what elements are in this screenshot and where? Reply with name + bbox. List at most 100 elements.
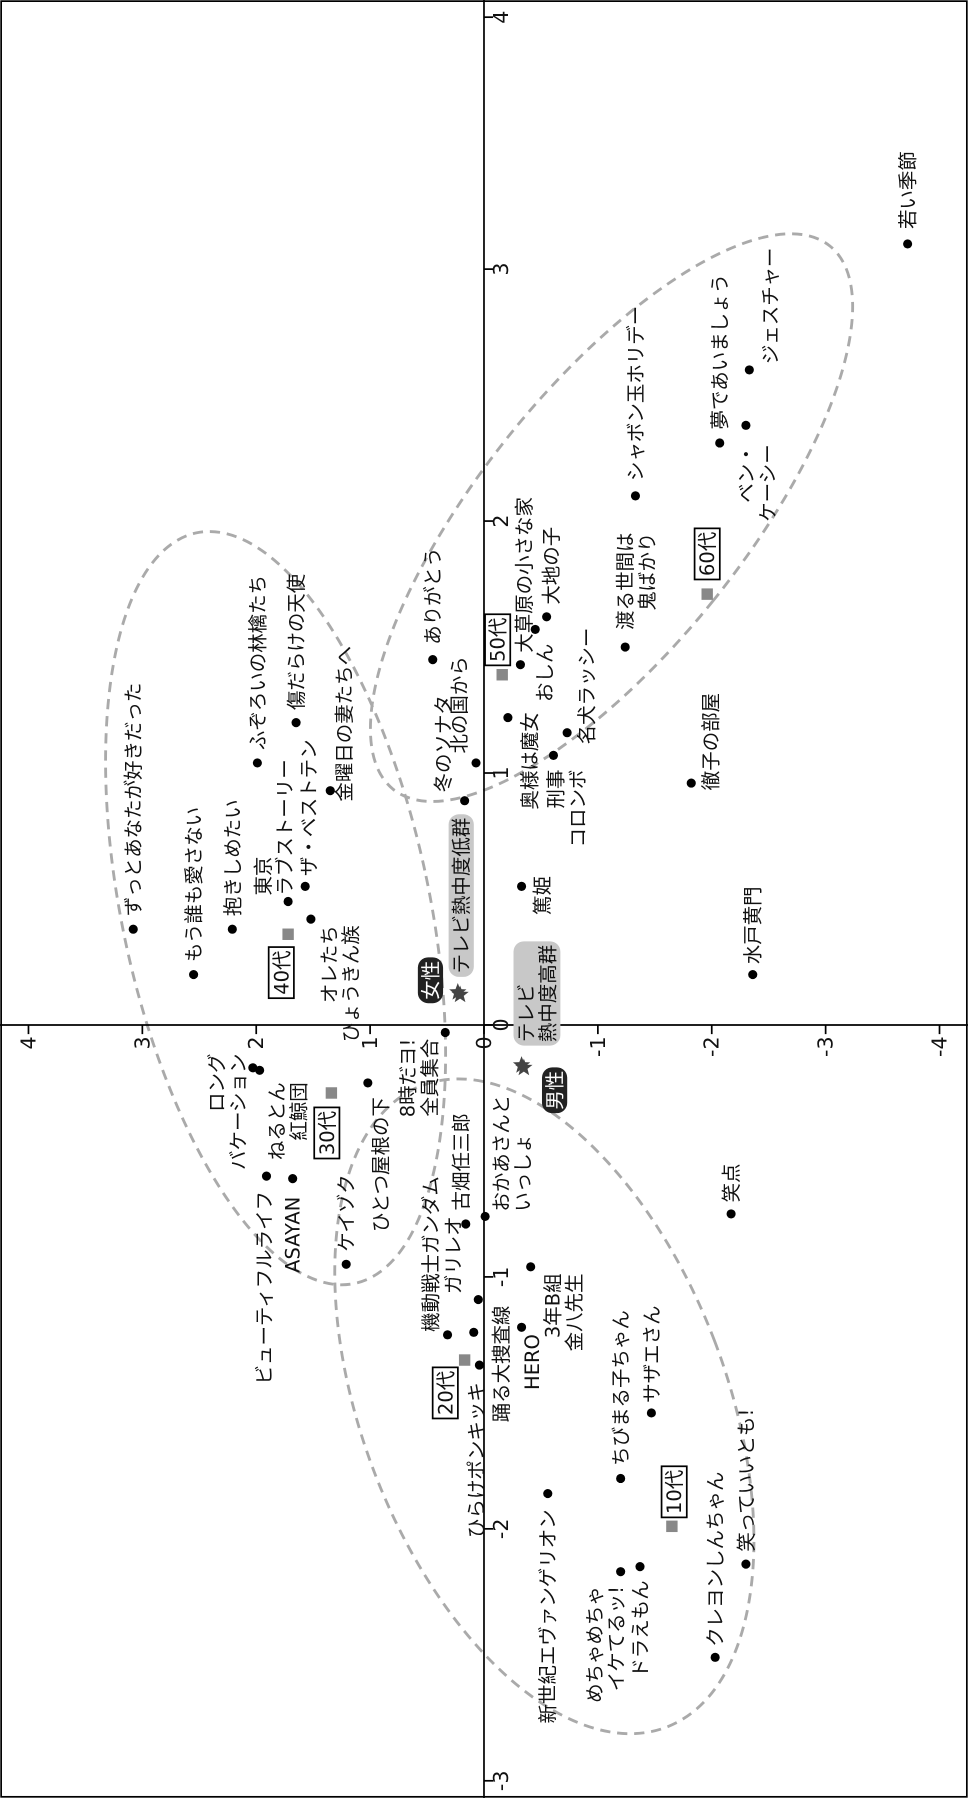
point: [503, 713, 513, 723]
label-line: バケーション: [227, 1054, 250, 1170]
x-tick-label: -1: [489, 1267, 513, 1288]
point-label: もう誰も愛さない: [182, 807, 205, 962]
label-box: [513, 941, 561, 1046]
point: [517, 881, 527, 891]
label-box: [660, 1465, 688, 1519]
y-tick-label: 4: [17, 1036, 41, 1049]
point: [255, 1065, 265, 1075]
label-line: サザエさん: [640, 1306, 663, 1403]
point: [227, 924, 237, 934]
label-line: めちゃめちゃ: [583, 1586, 606, 1703]
label-line: ちびまる子ちゃん: [609, 1310, 632, 1466]
label-line: 50代: [486, 618, 509, 662]
y-tick-label: 3: [130, 1036, 154, 1049]
label-line: -3: [814, 1036, 838, 1057]
point-label: オレたちひょうきん族: [318, 925, 363, 1042]
point-label: 男性: [543, 1071, 566, 1110]
point-label: 金曜日の妻たちへ: [332, 646, 355, 802]
label-line: 傷だらけの天使: [285, 574, 308, 710]
cluster-ellipse: [104, 530, 448, 1287]
label-line: ガリレオ: [442, 1216, 465, 1294]
label-line: 10代: [663, 1470, 686, 1514]
point-label: 大草原の小さな家: [512, 497, 535, 653]
point: [325, 786, 335, 796]
point-label: 笑っていいとも!: [734, 1409, 757, 1552]
point-label: ベン・ケーシー: [734, 444, 779, 521]
label-line: ケイゾク: [335, 1174, 358, 1251]
label-line: 男性: [543, 1071, 566, 1110]
label-box: [431, 1366, 459, 1420]
label-line: 20代: [434, 1371, 457, 1415]
point: [630, 491, 641, 501]
x-tick-label: 4: [489, 11, 513, 24]
label-line: ベン・: [734, 444, 757, 502]
x-tick-label: 2: [489, 515, 513, 528]
point: [471, 758, 481, 768]
label-line: ひょうきん族: [339, 925, 362, 1042]
point: [517, 1322, 527, 1332]
point-label: 8時だヨ!全員集合: [396, 1039, 441, 1118]
point: [710, 1652, 720, 1662]
label-line: いっしょ: [511, 1134, 534, 1212]
point: [548, 750, 559, 760]
label-line: -2: [489, 1519, 513, 1540]
label-line: ひらけポンキッキ: [465, 1382, 488, 1538]
label-line: 笑点: [720, 1164, 743, 1203]
label-line: コロンボ: [566, 770, 589, 848]
cluster-ellipse: [368, 232, 855, 803]
point: [542, 612, 552, 622]
label-line: 40代: [270, 951, 293, 995]
label-line: 女性: [419, 961, 442, 1000]
label-line: オレたち: [318, 925, 341, 1003]
point: [620, 642, 630, 652]
label-line: 水戸黄門: [741, 886, 764, 964]
label-box: [267, 946, 295, 1000]
point-label: おしん: [533, 644, 556, 702]
point: [306, 914, 316, 924]
y-tick-label: 0: [472, 1036, 496, 1049]
point-label: 踊る大捜査線: [490, 1306, 513, 1423]
label-box: [448, 814, 474, 977]
label-box: [541, 1067, 568, 1114]
label-box: [693, 527, 721, 581]
point-label: ずっとあなたが好きだった: [122, 683, 145, 917]
point-label: 傷だらけの天使: [285, 574, 308, 710]
point-label: 笑点: [720, 1164, 743, 1203]
label-line: もう誰も愛さない: [182, 807, 205, 962]
point-label: 10代: [663, 1470, 686, 1514]
point-label: ねるとん紅鯨団: [265, 1082, 310, 1160]
point-label: ビューティフルライフ: [253, 1191, 276, 1384]
point: [451, 985, 469, 1003]
point: [325, 1087, 338, 1099]
y-tick-label: 1: [358, 1036, 382, 1049]
label-box: [313, 1106, 341, 1160]
point: [480, 1211, 490, 1222]
label-line: 熱中度高群: [536, 945, 559, 1042]
label-line: 0: [489, 1018, 513, 1031]
label-line: ケーシー: [756, 444, 779, 521]
label-line: 古畑任三郎: [450, 1113, 473, 1210]
label-line: 紅鯨団: [287, 1082, 310, 1140]
point: [701, 588, 713, 600]
y-tick-label: -4: [928, 1036, 952, 1057]
x-tick-label: 1: [489, 766, 513, 779]
point: [283, 896, 293, 907]
label-line: ずっとあなたが好きだった: [122, 683, 145, 917]
label-line: おしん: [533, 644, 556, 702]
label-line: 徹子の部屋: [699, 693, 722, 790]
point: [474, 1360, 484, 1370]
label-line: HERO: [520, 1334, 543, 1390]
point: [128, 924, 138, 934]
point: [635, 1562, 645, 1572]
point: [726, 1209, 736, 1219]
cluster-ellipse: [333, 1077, 756, 1736]
point-label: 新世紀エヴァンゲリオン: [536, 1509, 559, 1723]
label-line: テレビ熱中度低群: [450, 818, 473, 974]
label-line: -4: [928, 1036, 952, 1057]
point-label: 刑事コロンボ: [544, 770, 589, 848]
point: [291, 718, 301, 728]
label-line: 60代: [696, 532, 719, 576]
label-line: ありがとう: [421, 547, 444, 644]
label-line: 2: [489, 515, 513, 528]
label-line: 1: [358, 1036, 382, 1049]
